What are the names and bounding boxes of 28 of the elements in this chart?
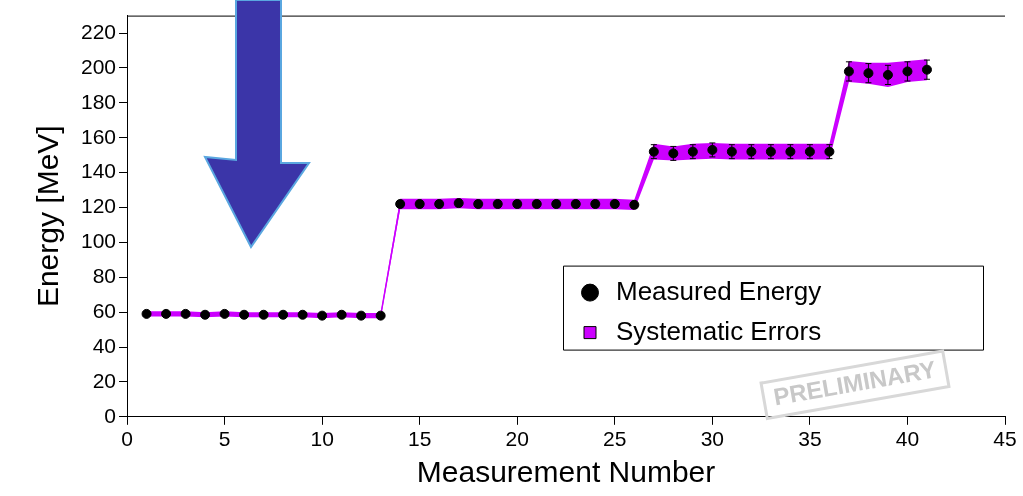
x-tick-label: 35 — [798, 427, 822, 451]
y-axis-title: Energy [MeV] — [31, 125, 65, 308]
x-tick-label: 30 — [700, 427, 725, 451]
y-tick-label: 100 — [80, 229, 117, 253]
x-tick-label: 10 — [310, 427, 334, 451]
y-tick-label: 120 — [80, 194, 117, 218]
y-tick-label: 60 — [92, 298, 117, 322]
point — [863, 68, 874, 79]
x-tick-label: 45 — [993, 427, 1017, 451]
y-tick-label: 220 — [80, 19, 117, 43]
y-tick-label: 80 — [92, 264, 117, 288]
y-tick-label: 20 — [92, 368, 117, 392]
x-tick-label: 25 — [603, 427, 627, 451]
x-tick-label: 0 — [121, 427, 133, 451]
x-axis-title: Measurement Number — [416, 455, 716, 489]
x-tick-label: 5 — [218, 427, 231, 451]
x-tick-label: 15 — [408, 427, 432, 451]
y-tick-label: 40 — [92, 333, 117, 357]
y-tick-label: 140 — [80, 159, 117, 183]
point — [902, 66, 913, 77]
y-tick-label: 0 — [104, 403, 117, 427]
y-tick-label: 160 — [80, 124, 117, 148]
y-tick-label: 180 — [80, 89, 117, 113]
legend-label: Systematic Errors — [616, 315, 822, 346]
x-tick-label: 40 — [895, 427, 920, 451]
y-tick-label: 200 — [80, 54, 117, 78]
legend-label: Measured Energy — [616, 275, 822, 306]
x-tick-label: 20 — [505, 427, 529, 451]
